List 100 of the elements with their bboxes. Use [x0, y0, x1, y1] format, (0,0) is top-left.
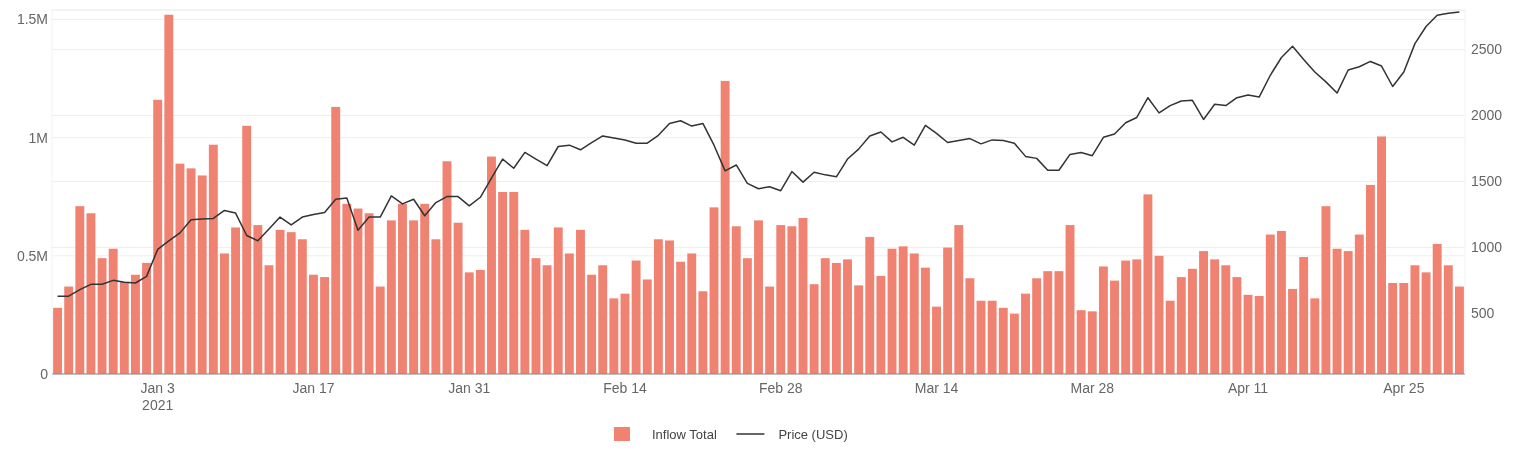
bar [1143, 194, 1153, 374]
bar [876, 275, 886, 374]
bar [898, 246, 908, 374]
bar [776, 225, 786, 374]
bar [97, 258, 107, 374]
bar [720, 80, 730, 374]
bar [309, 274, 318, 374]
bar [1232, 277, 1242, 374]
bar [843, 259, 852, 374]
bar [1454, 286, 1464, 374]
bar [1132, 259, 1142, 374]
x-tick-label: Jan 17 [292, 380, 335, 396]
bar [709, 207, 719, 374]
bar [1110, 280, 1119, 374]
bar [75, 206, 85, 374]
bar [1443, 265, 1453, 374]
bar [1254, 296, 1264, 374]
bar [1187, 268, 1197, 374]
bar [275, 229, 285, 374]
y-tick-label: 0.5M [16, 247, 48, 264]
bar [1399, 283, 1409, 374]
bar [1165, 300, 1175, 374]
bar [53, 307, 63, 374]
bar [653, 239, 663, 374]
bar [698, 291, 708, 374]
bar [286, 232, 296, 374]
bar [420, 203, 430, 374]
bar [1432, 244, 1442, 374]
y2-tick-label: 1500 [1471, 173, 1503, 190]
bar [398, 203, 407, 374]
y2-tick-label: 500 [1471, 305, 1495, 322]
bar [320, 277, 330, 374]
bar [64, 286, 74, 374]
bar [1032, 278, 1042, 374]
bar [754, 220, 763, 374]
bar [1009, 313, 1019, 374]
bar [965, 278, 975, 374]
bar [1210, 259, 1220, 374]
bar [208, 144, 218, 374]
legend-label: Price (USD) [778, 426, 848, 442]
bar [665, 240, 674, 374]
bar [1410, 265, 1420, 374]
x-tick-label: Mar 28 [1070, 380, 1115, 396]
bar [1087, 311, 1097, 374]
bar [609, 298, 619, 374]
bar [386, 220, 396, 374]
bar [687, 253, 697, 374]
bar [1076, 310, 1086, 374]
bar [1299, 257, 1309, 374]
bar [475, 270, 485, 374]
x-tick-label: Mar 14 [914, 380, 959, 396]
bar [1176, 277, 1186, 374]
y2-tick-label: 2500 [1471, 41, 1503, 58]
x-tick-label: Apr 25 [1383, 380, 1425, 396]
bar [820, 258, 830, 374]
bar [909, 253, 919, 374]
bar [1321, 206, 1331, 374]
bar [576, 229, 585, 374]
y-tick-label: 1M [28, 129, 48, 146]
bar [86, 213, 96, 374]
bar [220, 253, 229, 374]
bar [130, 274, 140, 374]
bar [542, 265, 552, 374]
bar [487, 156, 496, 374]
bar [642, 279, 652, 374]
bar [954, 225, 964, 374]
bar [175, 163, 185, 374]
x-tick-label: Jan 3 2021 [140, 380, 176, 413]
bar [943, 247, 953, 374]
bar [1098, 266, 1108, 374]
bar [142, 262, 152, 374]
bar [932, 306, 941, 374]
y-tick-label: 1.5M [16, 11, 48, 28]
bar [1354, 234, 1364, 374]
bar [1388, 283, 1398, 374]
x-tick-label: Jan 31 [448, 380, 491, 396]
bar [1265, 234, 1275, 374]
bar [453, 222, 463, 374]
legend-label: Inflow Total [652, 426, 717, 442]
bar [1365, 184, 1375, 374]
bar [920, 267, 930, 374]
bar [987, 300, 997, 374]
x-tick-label: Feb 28 [758, 380, 803, 396]
bar [564, 253, 574, 374]
y2-tick-label: 1000 [1471, 239, 1503, 256]
bar [1121, 260, 1131, 374]
bar [108, 248, 118, 374]
bar [731, 226, 741, 374]
bar [1276, 231, 1286, 374]
bar [431, 239, 441, 374]
bar [998, 307, 1008, 374]
bar [119, 281, 129, 374]
bar [1421, 272, 1431, 374]
bar [854, 285, 864, 374]
bar [1054, 271, 1064, 374]
bar [186, 168, 196, 374]
bar [831, 262, 841, 374]
x-tick-label: Feb 14 [603, 380, 647, 396]
bar [765, 286, 775, 374]
bar [809, 284, 819, 374]
